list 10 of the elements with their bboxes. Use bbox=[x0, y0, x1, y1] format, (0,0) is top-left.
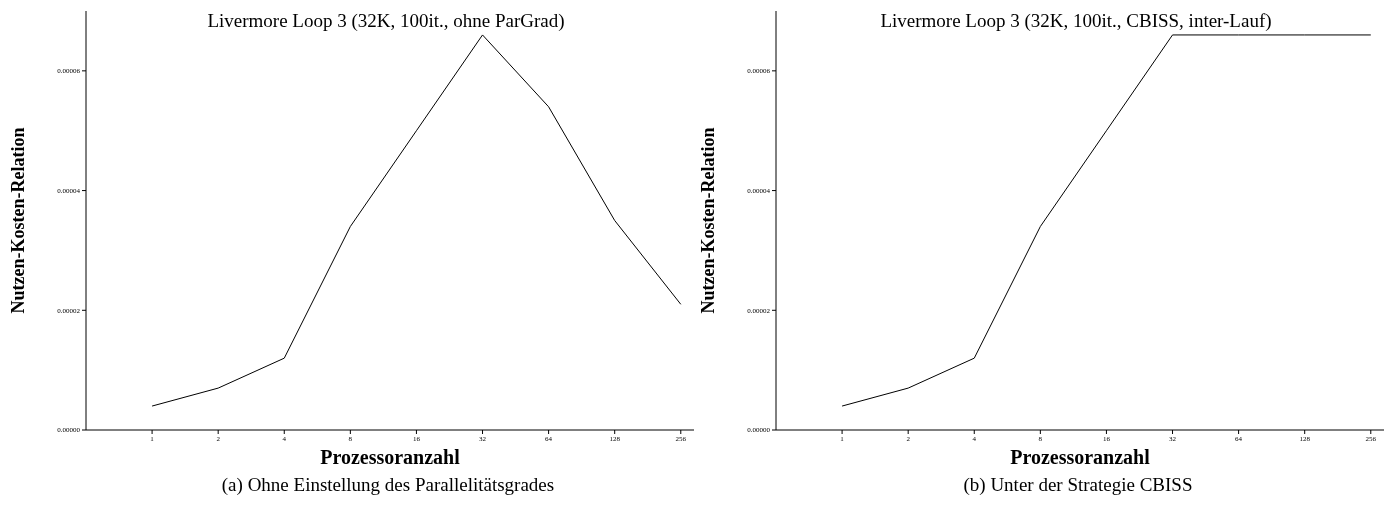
y-axis-title: Nutzen-Kosten-Relation bbox=[698, 127, 719, 314]
y-axis-title: Nutzen-Kosten-Relation bbox=[8, 127, 29, 314]
text: (a) Ohne Einstellung des Parallelitätsgrades bbox=[220, 474, 556, 496]
line-series bbox=[151, 34, 682, 407]
chart-title: Livermore Loop 3 (32K, 100it., CBISS, inter-Lauf) bbox=[880, 10, 1272, 31]
line-series bbox=[841, 34, 1372, 407]
x-axis-title: Prozessoranzahl bbox=[1010, 446, 1151, 468]
x-axis-title: Prozessoranzahl bbox=[320, 446, 461, 468]
text: (b) Unter der Strategie CBISS bbox=[962, 474, 1194, 496]
chart-title: Livermore Loop 3 (32K, 100it., ohne ParGrad) bbox=[207, 10, 565, 31]
